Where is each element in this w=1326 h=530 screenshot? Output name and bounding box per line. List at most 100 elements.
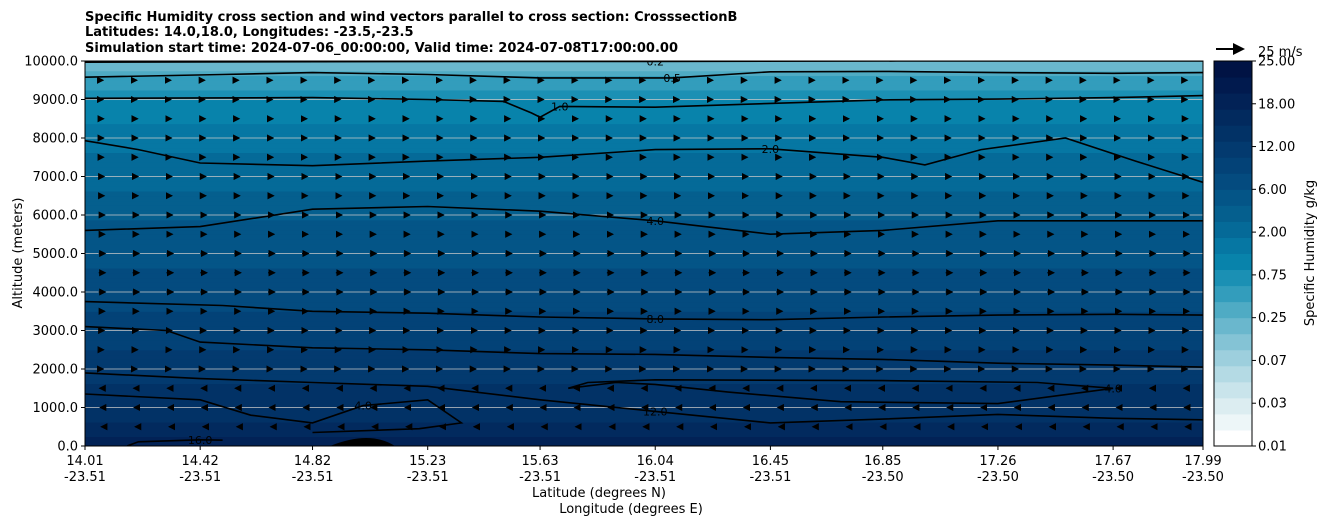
terrain-layer: [330, 438, 395, 446]
humidity-band: [85, 162, 1203, 168]
humidity-band: [85, 70, 1203, 77]
colorbar-tick-label: 0.75: [1258, 268, 1287, 283]
x-tick-label-lat: 14.82: [294, 454, 331, 469]
contour-label: 0.5: [663, 72, 681, 85]
x-tick-label-lat: 14.01: [66, 454, 103, 469]
humidity-band: [85, 99, 1203, 105]
contour-label: 0.2: [646, 55, 664, 68]
humidity-band: [85, 441, 1203, 446]
contour-line: [567, 378, 1114, 405]
x-axis: 14.01-23.5114.42-23.5114.82-23.5115.23-2…: [64, 446, 1224, 485]
contour-line: [85, 300, 1203, 321]
colorbar-swatch: [1214, 301, 1252, 319]
colorbar-swatch: [1214, 157, 1252, 174]
x-tick-label-lat: 16.04: [637, 454, 674, 469]
colorbar-tick-label: 6.00: [1258, 183, 1287, 198]
colorbar-swatch: [1214, 141, 1252, 158]
contour-label: 4.0: [646, 215, 664, 228]
colorbar-swatch: [1214, 237, 1252, 254]
humidity-band: [85, 219, 1203, 226]
y-tick-label: 8000.0: [33, 132, 79, 147]
contour-line: [85, 372, 1203, 424]
x-tick-label-lon: -23.50: [1182, 470, 1224, 485]
colorbar-swatch: [1214, 93, 1252, 110]
y-tick-label: 4000.0: [33, 286, 79, 301]
colorbar-swatch: [1214, 77, 1252, 94]
contour-line: [85, 325, 1203, 368]
colorbar-tick-label: 0.01: [1258, 440, 1287, 455]
contour-line: [85, 94, 1203, 119]
x-tick-label-lon: -23.51: [749, 470, 791, 485]
humidity-band: [85, 388, 1203, 394]
humidity-band: [85, 277, 1203, 283]
humidity-band: [85, 431, 1203, 437]
colorbar-swatch: [1214, 125, 1252, 142]
humidity-band: [85, 359, 1203, 365]
y-tick-label: 10000.0: [24, 55, 78, 70]
humidity-band: [85, 118, 1203, 125]
x-tick-label-lat: 17.99: [1184, 454, 1221, 469]
chart-title-line-2: Latitudes: 14.0,18.0, Longitudes: -23.5,…: [85, 25, 414, 40]
humidity-band: [85, 61, 1203, 67]
humidity-band: [85, 393, 1203, 399]
plot-area: 0.20.51.02.04.08.012.04.04.016.0: [85, 55, 1203, 447]
humidity-band: [85, 426, 1203, 433]
colorbar-tick-label: 2.00: [1258, 226, 1287, 241]
colorbar-swatch: [1214, 365, 1252, 383]
humidity-band: [85, 335, 1203, 341]
contour-label: 8.0: [646, 313, 664, 326]
contour-line: [85, 70, 1203, 79]
x-tick-label-lon: -23.50: [1092, 470, 1134, 485]
humidity-band: [85, 320, 1203, 327]
x-tick-label-lat: 15.23: [409, 454, 446, 469]
colorbar-swatch: [1214, 429, 1252, 447]
colorbar-tick-label: 0.03: [1258, 397, 1287, 412]
colorbar-swatch: [1214, 109, 1252, 126]
humidity-band: [85, 253, 1203, 259]
humidity-band: [85, 65, 1203, 72]
x-tick-label-lon: -23.51: [179, 470, 221, 485]
colorbar-swatch: [1214, 349, 1252, 367]
humidity-band: [85, 205, 1203, 211]
x-tick-label-lon: -23.51: [64, 470, 106, 485]
colorbar-swatch: [1214, 333, 1252, 351]
contour-label: 16.0: [188, 434, 213, 447]
terrain-bump: [330, 438, 395, 446]
humidity-band: [85, 200, 1203, 206]
humidity-band: [85, 123, 1203, 129]
humidity-band: [85, 142, 1203, 149]
colorbar-tick-label: 0.07: [1258, 354, 1287, 369]
chart-title-line-1: Specific Humidity cross section and wind…: [85, 10, 737, 25]
humidity-band: [85, 412, 1203, 418]
colorbar-tick-label: 0.25: [1258, 311, 1287, 326]
x-tick-label-lat: 14.42: [182, 454, 219, 469]
y-tick-label: 7000.0: [33, 170, 79, 185]
chart-title-line-3: Simulation start time: 2024-07-06_00:00:…: [85, 41, 678, 56]
colorbar-tick-label: 25.00: [1258, 55, 1295, 70]
humidity-band: [85, 181, 1203, 187]
colorbar-tick-label: 18.00: [1258, 97, 1295, 112]
contour-label: 12.0: [643, 405, 668, 418]
contour-line: [85, 393, 464, 434]
humidity-band: [85, 397, 1203, 404]
y-tick-label: 2000.0: [33, 363, 79, 378]
colorbar-swatch: [1214, 269, 1252, 287]
quiver-key: 25 m/s: [1216, 43, 1303, 60]
colorbar-label: Specific Humidity g/kg: [1303, 180, 1318, 326]
humidity-band: [85, 239, 1203, 245]
y-axis: 0.0 1000.0 2000.0 3000.0 4000.0 5000.0 6000.0 7…: [24, 55, 85, 455]
colorbar-swatch: [1214, 189, 1252, 206]
colorbar-swatch: [1214, 205, 1252, 222]
x-tick-label-lon: -23.51: [292, 470, 334, 485]
colorbar-swatch: [1214, 221, 1252, 238]
x-axis-label-longitude: Longitude (degrees E): [559, 502, 703, 517]
humidity-band: [85, 176, 1203, 182]
x-tick-label-lat: 16.85: [864, 454, 901, 469]
y-tick-label: 3000.0: [33, 324, 79, 339]
humidity-band: [85, 263, 1203, 269]
humidity-band: [85, 128, 1203, 134]
humidity-band: [85, 272, 1203, 279]
humidity-band: [85, 340, 1203, 346]
y-tick-label: 9000.0: [33, 93, 79, 108]
